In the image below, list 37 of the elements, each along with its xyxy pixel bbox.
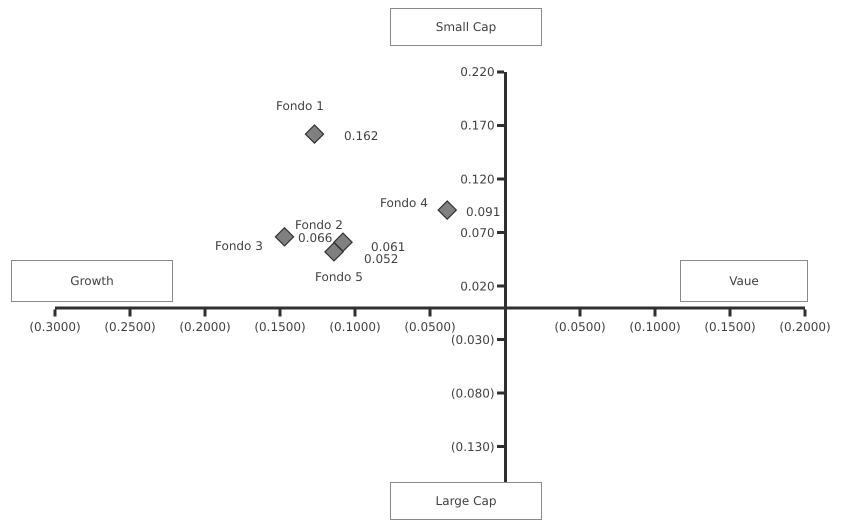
point xyxy=(438,200,457,220)
x-tick-label: (0.1500) xyxy=(254,320,306,334)
annotation: Fondo 3 xyxy=(215,239,263,253)
x-tick-label: (0.1500) xyxy=(704,320,756,334)
x-tick-label: (0.3000) xyxy=(29,320,81,334)
y-tick-label: 0.220 xyxy=(460,65,495,80)
text: Large Cap xyxy=(436,494,496,508)
data-label: 0.066 xyxy=(298,231,332,245)
y-tick-label: 0.070 xyxy=(460,226,495,240)
annotation: Fondo 5 xyxy=(315,270,363,284)
x-tick-label: (0.0500) xyxy=(404,320,456,334)
x-tick-label: (0.2000) xyxy=(179,320,231,334)
y-tick-label: 0.020 xyxy=(460,279,495,294)
y-tick-label: 0.170 xyxy=(460,118,495,133)
text: Small Cap xyxy=(436,20,496,34)
annotation: Growth xyxy=(70,274,114,288)
data-label: 0.052 xyxy=(364,252,398,266)
annotation: Fondo 2 xyxy=(295,218,343,232)
y-tick-label: 0.120 xyxy=(460,172,495,186)
data-label: 0.061 xyxy=(371,240,406,254)
x-tick-label: (0.1000) xyxy=(329,320,381,334)
data-label: 0.091 xyxy=(466,205,500,219)
x-tick-label: (0.0500) xyxy=(554,320,606,334)
annotation: Fondo 4 xyxy=(380,196,428,210)
point xyxy=(333,232,353,252)
point xyxy=(304,124,324,144)
x-tick-label: (0.2000) xyxy=(779,320,831,334)
point xyxy=(274,227,294,247)
point xyxy=(324,242,344,262)
annotation: Fondo 1 xyxy=(276,99,324,113)
x-tick-label: (0.2500) xyxy=(104,320,156,334)
y-tick-label: (0.130) xyxy=(450,440,495,454)
y-tick-label: (0.030) xyxy=(450,332,495,347)
x-tick-label: (0.1000) xyxy=(629,320,681,334)
annotation: Vaue xyxy=(729,274,759,288)
data-label: 0.162 xyxy=(344,129,378,143)
y-tick-label: (0.080) xyxy=(450,386,495,400)
